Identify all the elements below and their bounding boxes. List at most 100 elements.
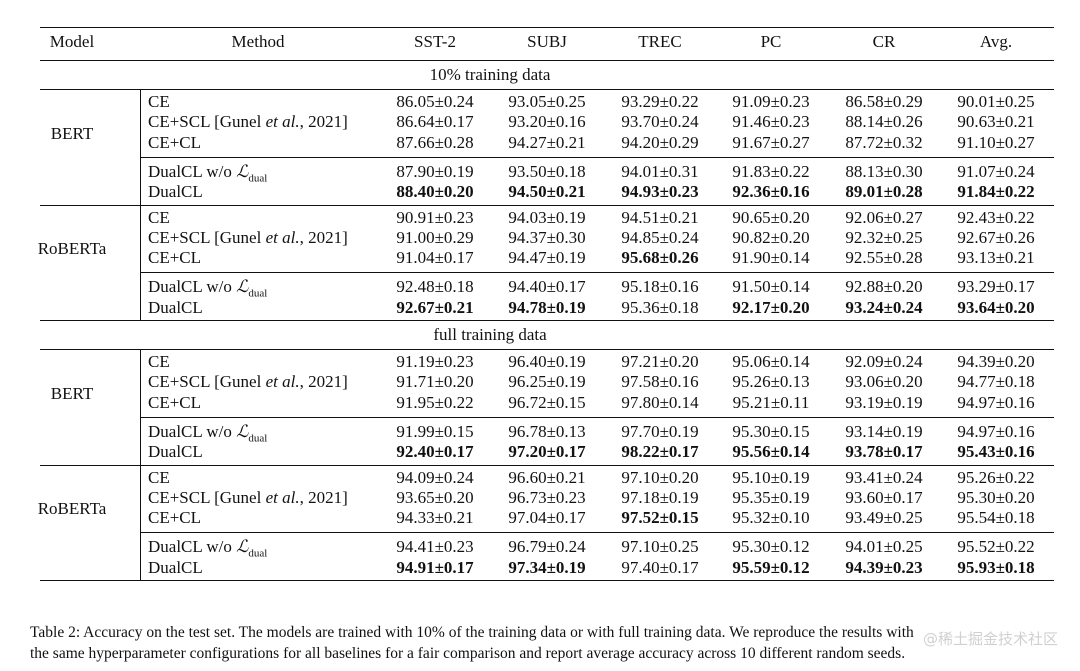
table-cell: 97.10±0.20 — [621, 467, 699, 487]
table-cell: 92.06±0.27 — [845, 207, 923, 227]
table-cell: 91.07±0.24 — [957, 161, 1035, 181]
table-cell: 94.33±0.21 — [396, 508, 474, 528]
table-cell: 88.13±0.30 — [845, 161, 923, 181]
table-cell: 93.29±0.17 — [957, 277, 1035, 297]
method-label: CE+SCL [Gunel et al., 2021] — [148, 112, 348, 132]
table-cell: 93.70±0.24 — [621, 112, 699, 132]
table-cell: 94.09±0.24 — [396, 467, 474, 487]
column-divider — [140, 349, 141, 465]
table-cell: 94.47±0.19 — [508, 248, 586, 268]
table-cell: 93.64±0.20 — [957, 297, 1035, 317]
table-cell: 93.20±0.16 — [508, 112, 586, 132]
table-rule — [140, 156, 1054, 158]
table-cell: 97.52±0.15 — [621, 508, 699, 528]
table-cell: 90.91±0.23 — [396, 207, 474, 227]
table-cell: 91.46±0.23 — [732, 112, 810, 132]
table-cell: 97.70±0.19 — [621, 421, 699, 441]
table-rule — [40, 27, 1054, 28]
table-cell: 95.54±0.18 — [957, 508, 1035, 528]
method-label: DualCL — [148, 442, 203, 462]
table-cell: 93.14±0.19 — [845, 421, 923, 441]
table-cell: 93.78±0.17 — [845, 442, 923, 462]
section-title: 10% training data — [429, 65, 551, 84]
table-cell: 95.59±0.12 — [732, 557, 810, 577]
table-cell: 91.67±0.27 — [732, 132, 810, 152]
table-cell: 95.32±0.10 — [732, 508, 810, 528]
table-cell: 91.04±0.17 — [396, 248, 474, 268]
table-cell: 94.50±0.21 — [508, 182, 586, 202]
table-cell: 95.30±0.20 — [957, 487, 1035, 507]
table-rule — [40, 320, 1054, 321]
table-cell: 94.91±0.17 — [396, 557, 474, 577]
table-cell: 95.18±0.16 — [621, 277, 699, 297]
table-cell: 95.36±0.18 — [621, 297, 699, 317]
table-cell: 89.01±0.28 — [845, 182, 923, 202]
table-cell: 97.58±0.16 — [621, 372, 699, 392]
table-cell: 96.60±0.21 — [508, 467, 586, 487]
table-cell: 97.40±0.17 — [621, 557, 699, 577]
table-cell: 94.97±0.16 — [957, 421, 1035, 441]
table-cell: 92.09±0.24 — [845, 352, 923, 371]
table-cell: 95.56±0.14 — [732, 442, 810, 462]
table-cell: 94.03±0.19 — [508, 207, 586, 227]
table-cell: 94.20±0.29 — [621, 132, 699, 152]
table-cell: 94.01±0.25 — [845, 537, 923, 557]
method-label: CE+CL — [148, 248, 202, 268]
table-cell: 95.30±0.12 — [732, 537, 810, 557]
table-cell: 88.14±0.26 — [845, 112, 923, 132]
column-divider — [140, 204, 141, 320]
table-cell: 92.43±0.22 — [957, 207, 1035, 227]
method-label: DualCL — [148, 297, 203, 317]
table-cell: 95.26±0.13 — [732, 372, 810, 392]
table-cell: 90.01±0.25 — [957, 92, 1035, 111]
table-cell: 93.19±0.19 — [845, 392, 923, 412]
table-rule — [140, 272, 1054, 274]
table-cell: 96.78±0.13 — [508, 421, 586, 441]
table-cell: 95.93±0.18 — [957, 557, 1035, 577]
model-label: RoBERTa — [37, 499, 107, 519]
method-label: DualCL — [148, 557, 203, 577]
table-cell: 94.51±0.21 — [621, 207, 699, 227]
method-label: CE+CL — [148, 392, 202, 412]
method-label: CE+SCL [Gunel et al., 2021] — [148, 487, 348, 507]
table-cell: 91.10±0.27 — [957, 132, 1035, 152]
model-label: BERT — [50, 123, 94, 143]
table-cell: 94.41±0.23 — [396, 537, 474, 557]
table-cell: 91.84±0.22 — [957, 182, 1035, 202]
method-label: CE+SCL [Gunel et al., 2021] — [148, 372, 348, 392]
table-cell: 92.17±0.20 — [732, 297, 810, 317]
model-label: BERT — [50, 383, 94, 403]
column-header-pc: PC — [760, 32, 782, 51]
method-label: CE+SCL [Gunel et al., 2021] — [148, 227, 348, 247]
table-cell: 93.24±0.24 — [845, 297, 923, 317]
table-cell: 94.39±0.20 — [957, 352, 1035, 371]
table-cell: 92.88±0.20 — [845, 277, 923, 297]
table-cell: 93.50±0.18 — [508, 161, 586, 181]
column-header-subj: SUBJ — [527, 32, 567, 51]
table-cell: 91.71±0.20 — [396, 372, 474, 392]
table-cell: 91.09±0.23 — [732, 92, 810, 111]
watermark: @稀土掘金技术社区 — [922, 630, 1058, 648]
method-label: CE — [148, 207, 170, 227]
table-cell: 97.80±0.14 — [621, 392, 699, 412]
table-cell: 87.66±0.28 — [396, 132, 474, 152]
table-cell: 96.25±0.19 — [508, 372, 586, 392]
table-cell: 95.30±0.15 — [732, 421, 810, 441]
table-cell: 91.95±0.22 — [396, 392, 474, 412]
table-cell: 96.79±0.24 — [508, 537, 586, 557]
column-header-avg-: Avg. — [979, 32, 1013, 51]
section-title: full training data — [433, 325, 547, 344]
table-cell: 93.65±0.20 — [396, 487, 474, 507]
table-cell: 95.06±0.14 — [732, 352, 810, 371]
table-cell: 93.13±0.21 — [957, 248, 1035, 268]
column-header-trec: TREC — [638, 32, 682, 51]
method-label: DualCL w/o ℒdual — [148, 161, 268, 185]
table-rule — [40, 60, 1054, 61]
table-cell: 92.67±0.21 — [396, 297, 474, 317]
table-cell: 87.90±0.19 — [396, 161, 474, 181]
method-label: CE — [148, 352, 170, 371]
method-label: DualCL w/o ℒdual — [148, 421, 268, 445]
column-header-method: Method — [231, 32, 285, 51]
table-cell: 95.68±0.26 — [621, 248, 699, 268]
table-cell: 95.26±0.22 — [957, 467, 1035, 487]
